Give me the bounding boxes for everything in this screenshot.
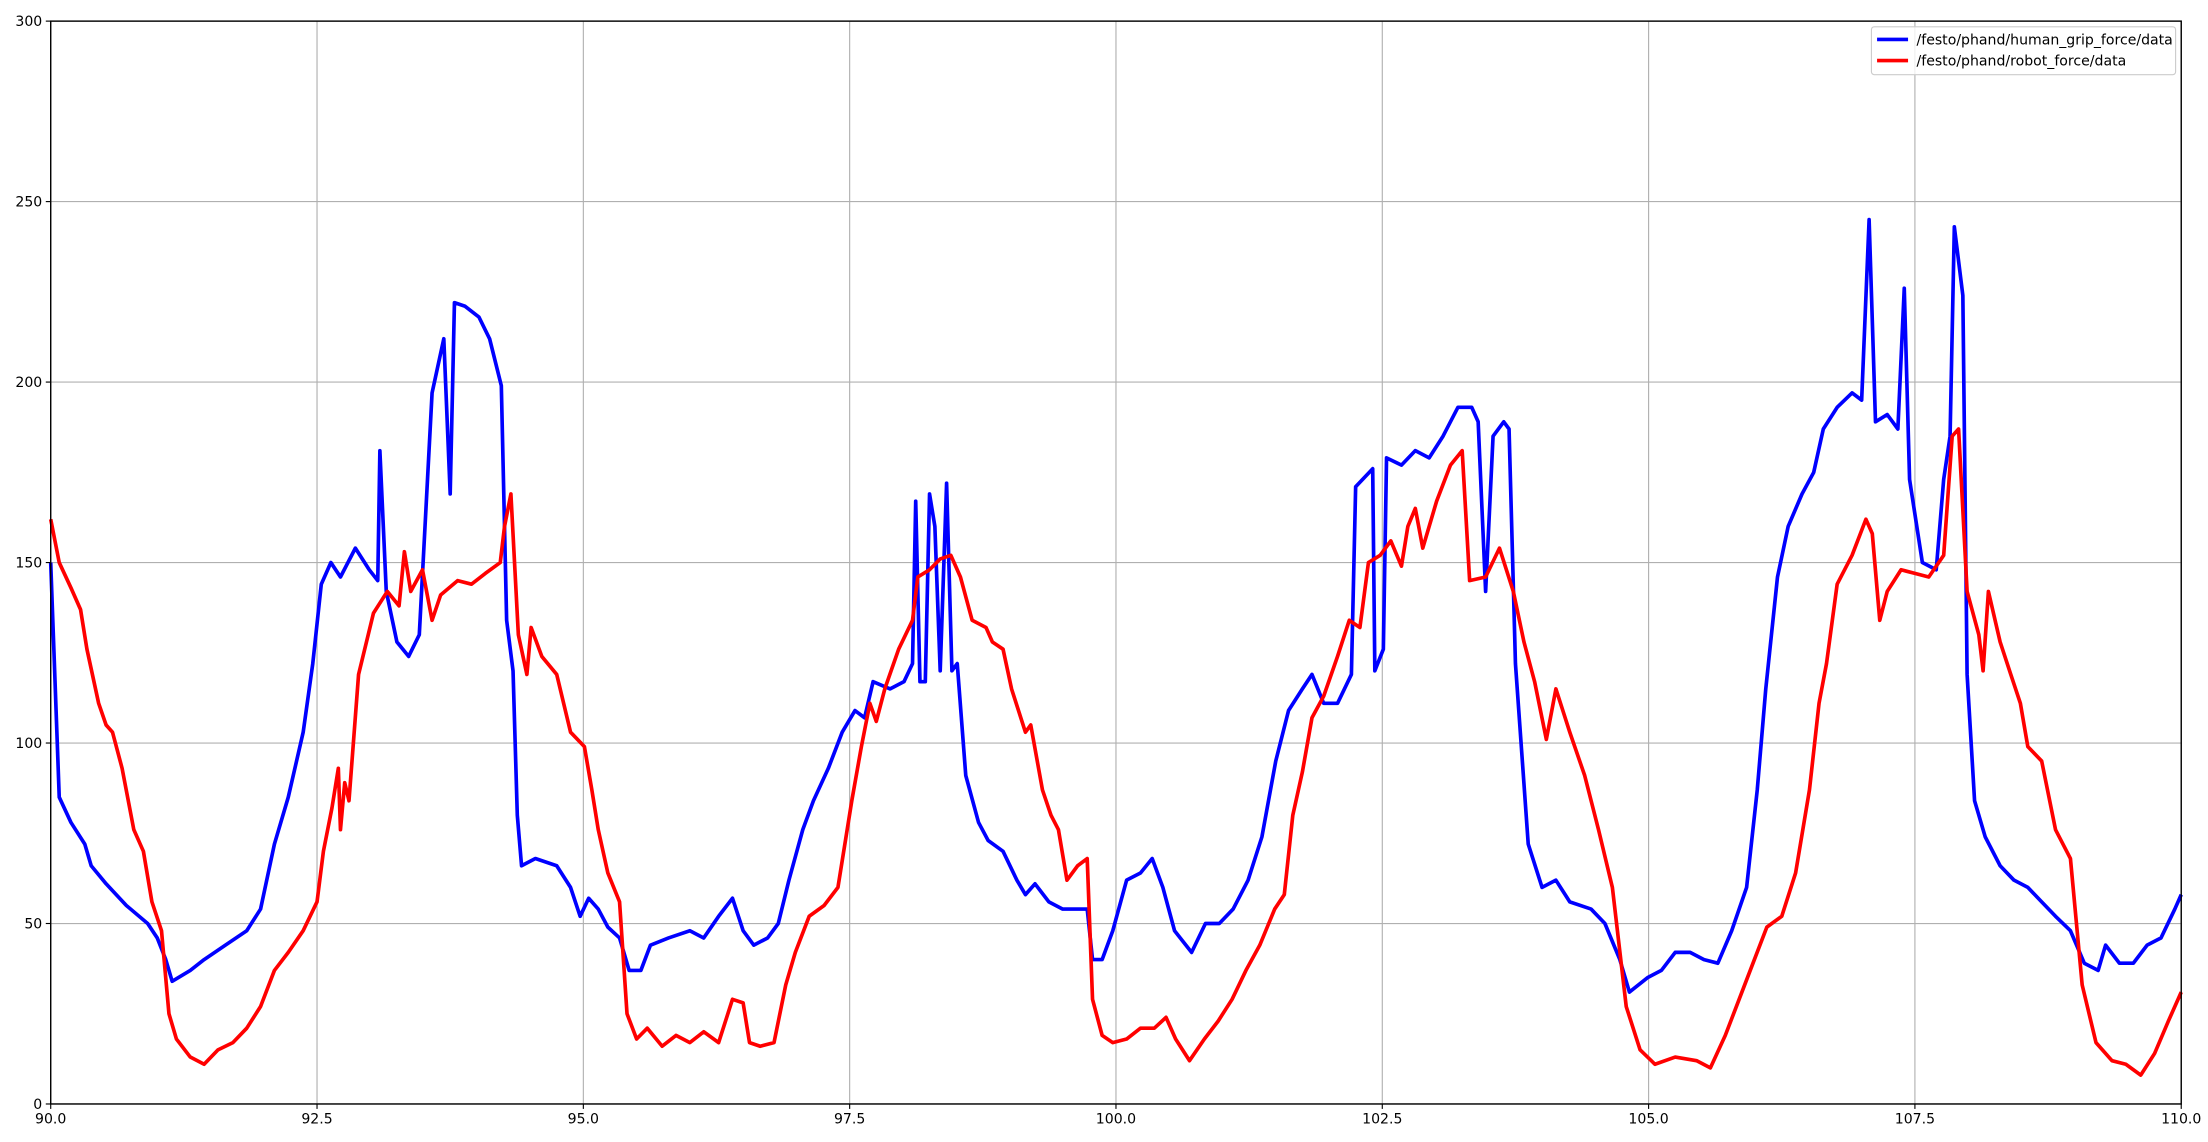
y-tick-label: 300 — [15, 14, 42, 30]
x-tick-label: 110.0 — [2161, 1112, 2201, 1128]
x-tick-label: 100.0 — [1096, 1112, 1136, 1128]
y-tick-label: 100 — [15, 736, 42, 752]
y-tick-label: 250 — [15, 195, 42, 211]
x-tick-label: 102.5 — [1362, 1112, 1402, 1128]
x-tick-label: 95.0 — [568, 1112, 599, 1128]
x-tick-label: 90.0 — [35, 1112, 66, 1128]
x-tick-label: 107.5 — [1895, 1112, 1935, 1128]
legend-label: /festo/phand/robot_force/data — [1916, 53, 2126, 69]
y-tick-label: 0 — [33, 1097, 42, 1113]
legend-label: /festo/phand/human_grip_force/data — [1916, 32, 2172, 48]
x-tick-label: 97.5 — [834, 1112, 865, 1128]
y-tick-label: 150 — [15, 555, 42, 571]
ticks: 90.0 92.5 95.0 97.5 100.0 102.5 105.0 107.5 110.… — [15, 14, 2201, 1128]
plot-lines — [48, 217, 2183, 1077]
series-line — [48, 427, 2183, 1077]
y-tick-label: 200 — [15, 375, 42, 391]
x-tick-label: 105.0 — [1628, 1112, 1668, 1128]
legend: /festo/phand/human_grip_force/data/festo… — [1870, 26, 2177, 76]
x-tick-label: 92.5 — [301, 1112, 332, 1128]
legend-box — [1870, 26, 2177, 76]
y-tick-label: 50 — [24, 916, 42, 932]
